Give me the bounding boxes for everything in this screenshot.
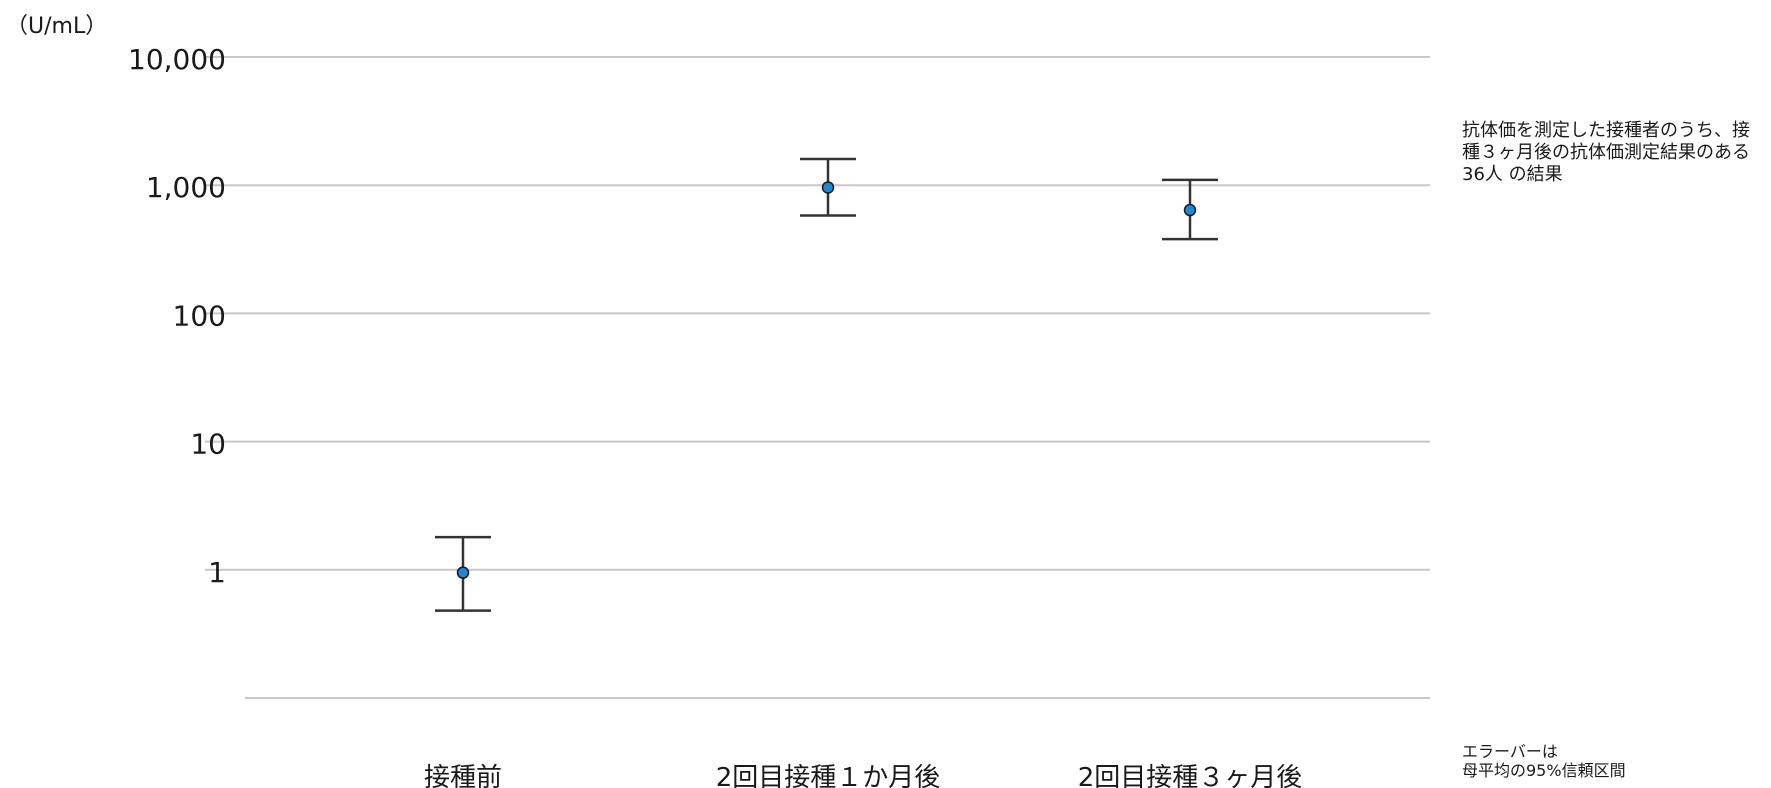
y-tick-labels: 10,000 1,000 100 10 1 (128, 43, 226, 589)
x-tick-labels: 接種前 2回目接種１か月後 2回目接種３ヶ月後 (424, 763, 1302, 788)
y-tick-label: 10 (190, 428, 226, 461)
data-point (1183, 203, 1197, 217)
gridlines (205, 56, 1430, 699)
x-tick-label: 2回目接種１か月後 (716, 763, 941, 788)
y-tick-label: 1 (208, 556, 226, 589)
errorbar-note-line2: 母平均の95%信頼区間 (1462, 761, 1626, 780)
y-tick-label: 10,000 (128, 43, 226, 76)
errorbar-note-line1: エラーバーは (1462, 742, 1558, 761)
y-axis-unit-label: （U/mL） (6, 14, 108, 39)
y-tick-label: 1,000 (146, 171, 226, 204)
data-points (456, 181, 1197, 579)
data-point (456, 566, 470, 579)
data-point (821, 181, 835, 194)
x-tick-label: 接種前 (424, 763, 502, 788)
population-note: 抗体価を測定した接種者のうち、接種３ヶ月後の抗体価測定結果のある36人 の結果 (1462, 120, 1750, 185)
error-bars (435, 157, 1218, 612)
errorbar-note: エラーバーは 母平均の95%信頼区間 (1462, 742, 1762, 780)
x-tick-label: 2回目接種３ヶ月後 (1078, 763, 1303, 788)
y-tick-label: 100 (173, 299, 226, 332)
